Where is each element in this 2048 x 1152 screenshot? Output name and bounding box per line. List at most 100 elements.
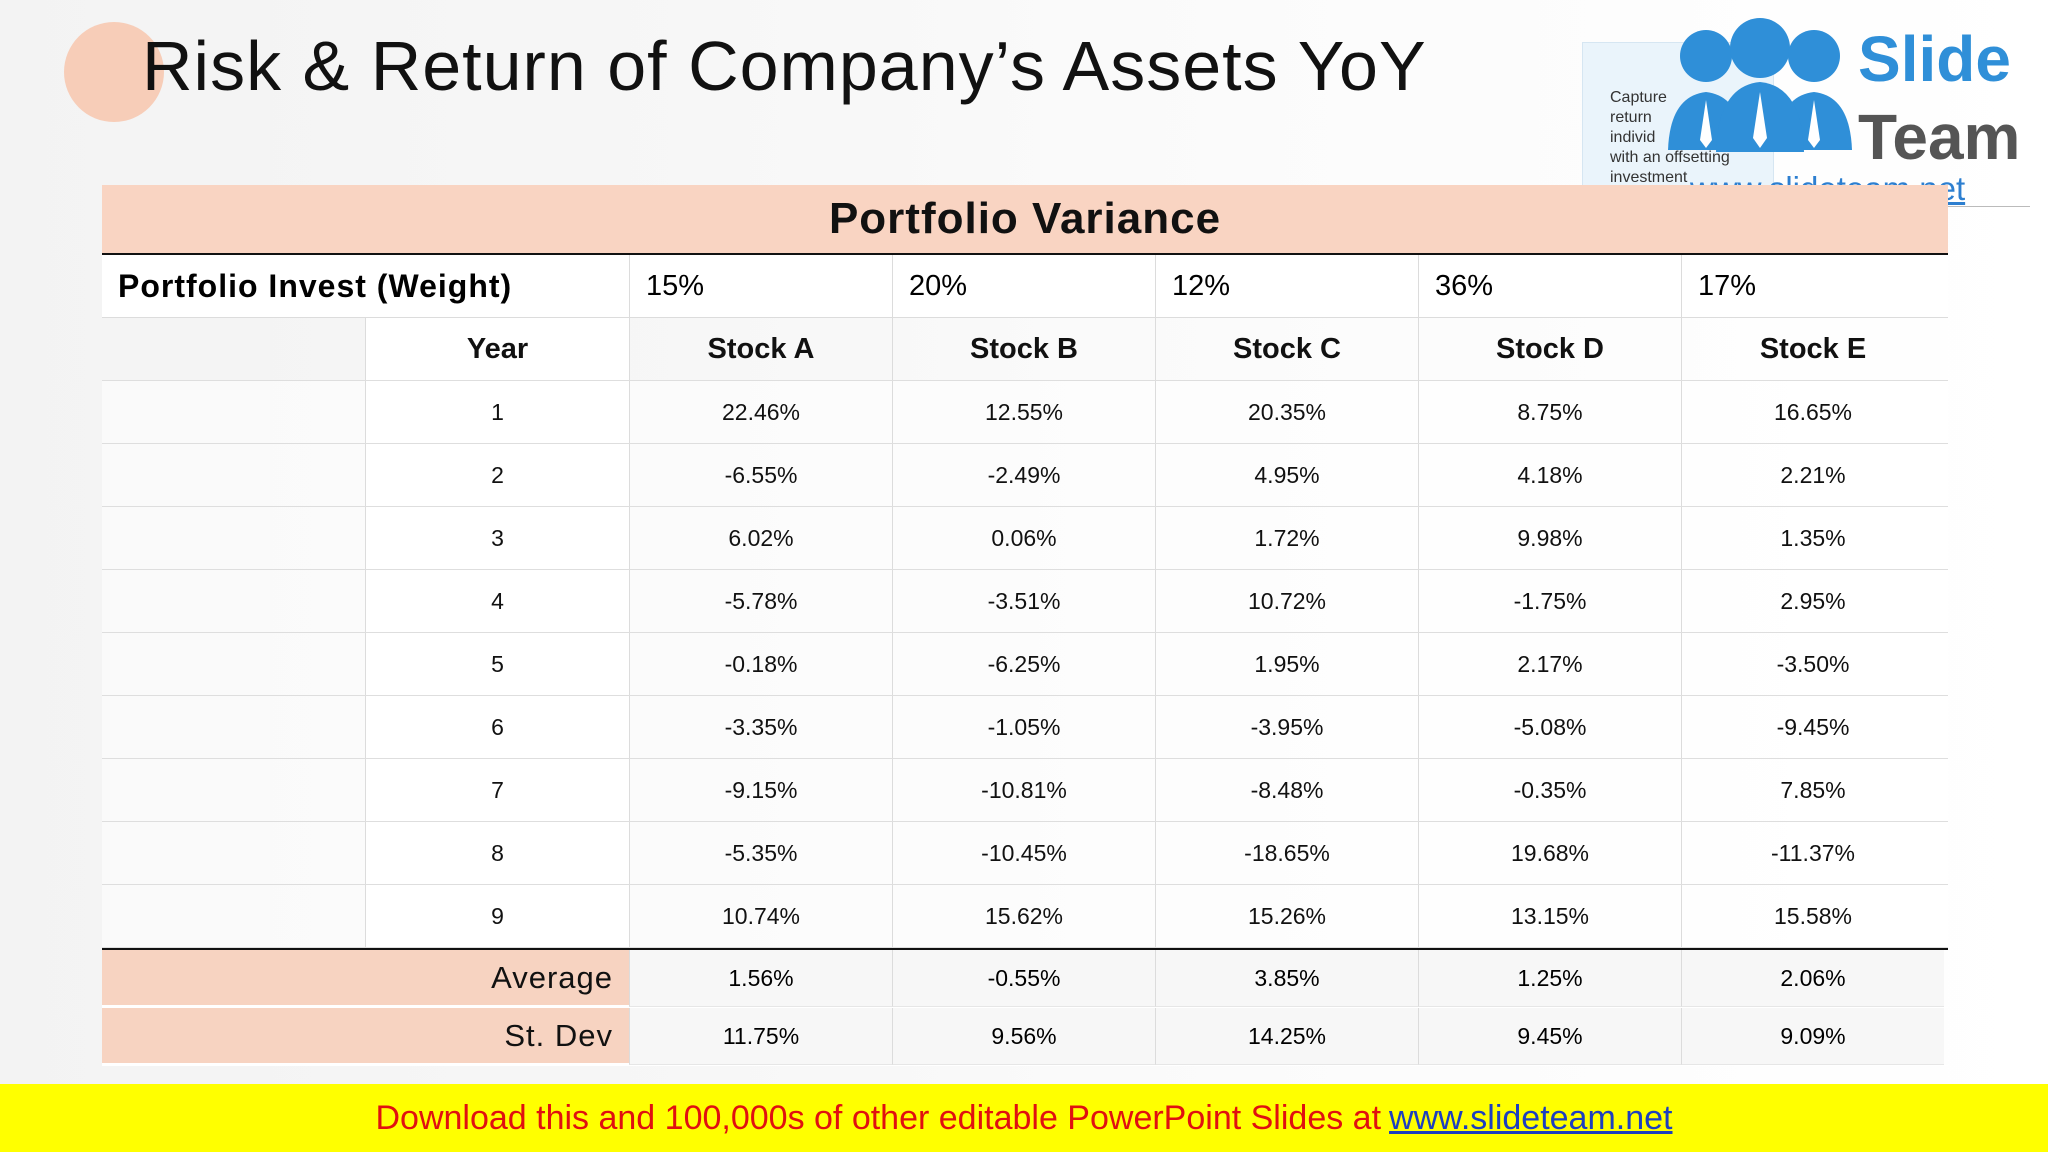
value-cell: 10.74% <box>629 885 892 947</box>
blank-cell <box>102 822 365 884</box>
summary-value: 2.06% <box>1681 950 1944 1007</box>
year-cell: 9 <box>365 885 629 947</box>
value-cell: 6.02% <box>629 507 892 569</box>
weight-cell: 36% <box>1418 255 1681 317</box>
column-header: Stock D <box>1418 318 1681 380</box>
value-cell: -9.45% <box>1681 696 1944 758</box>
year-cell: 2 <box>365 444 629 506</box>
year-cell: 5 <box>365 633 629 695</box>
note-line: individ <box>1610 129 1656 146</box>
value-cell: 10.72% <box>1155 570 1418 632</box>
summary-value: 1.25% <box>1418 950 1681 1007</box>
weight-cell: 17% <box>1681 255 1944 317</box>
summary-section: Average 1.56% -0.55% 3.85% 1.25% 2.06% St. Dev… <box>102 948 1948 1066</box>
summary-value: -0.55% <box>892 950 1155 1007</box>
blank-cell <box>102 444 365 506</box>
column-header: Stock E <box>1681 318 1944 380</box>
value-cell: -3.51% <box>892 570 1155 632</box>
value-cell: 20.35% <box>1155 381 1418 443</box>
people-logo-icon <box>1668 18 1852 152</box>
year-cell: 6 <box>365 696 629 758</box>
value-cell: 12.55% <box>892 381 1155 443</box>
summary-value: 1.56% <box>629 950 892 1007</box>
note-line: return <box>1610 109 1652 126</box>
value-cell: 15.58% <box>1681 885 1944 947</box>
value-cell: 7.85% <box>1681 759 1944 821</box>
note-text: Capture return individ with an offsettin… <box>1610 88 1760 188</box>
summary-value: 9.56% <box>892 1008 1155 1065</box>
table-body: 1 22.46% 12.55% 20.35% 8.75% 16.65% 2 -6.55% -2.… <box>102 381 1948 948</box>
value-cell: 15.62% <box>892 885 1155 947</box>
logo-word-team: Team <box>1858 101 2021 173</box>
value-cell: -8.48% <box>1155 759 1418 821</box>
value-cell: 2.21% <box>1681 444 1944 506</box>
value-cell: 0.06% <box>892 507 1155 569</box>
value-cell: 15.26% <box>1155 885 1418 947</box>
table-row: 5 -0.18% -6.25% 1.95% 2.17% -3.50% <box>102 633 1948 696</box>
value-cell: -5.08% <box>1418 696 1681 758</box>
value-cell: -6.25% <box>892 633 1155 695</box>
summary-value: 14.25% <box>1155 1008 1418 1065</box>
value-cell: -9.15% <box>629 759 892 821</box>
value-cell: -18.65% <box>1155 822 1418 884</box>
table-header: Portfolio Variance <box>102 185 1948 255</box>
value-cell: 2.17% <box>1418 633 1681 695</box>
table-row: 2 -6.55% -2.49% 4.95% 4.18% 2.21% <box>102 444 1948 507</box>
table-row: 9 10.74% 15.62% 15.26% 13.15% 15.58% <box>102 885 1948 948</box>
banner-text: Download this and 100,000s of other edit… <box>375 1098 1382 1137</box>
value-cell: -10.81% <box>892 759 1155 821</box>
value-cell: -5.35% <box>629 822 892 884</box>
value-cell: -1.05% <box>892 696 1155 758</box>
value-cell: -5.78% <box>629 570 892 632</box>
year-cell: 4 <box>365 570 629 632</box>
value-cell: -1.75% <box>1418 570 1681 632</box>
value-cell: -0.18% <box>629 633 892 695</box>
blank-cell <box>102 381 365 443</box>
logo-word-slide: Slide <box>1858 23 2011 95</box>
year-cell: 7 <box>365 759 629 821</box>
value-cell: 1.72% <box>1155 507 1418 569</box>
blank-cell <box>102 633 365 695</box>
value-cell: -10.45% <box>892 822 1155 884</box>
value-cell: 22.46% <box>629 381 892 443</box>
note-line: with an offsetting <box>1610 149 1730 166</box>
value-cell: 8.75% <box>1418 381 1681 443</box>
summary-label: Average <box>102 950 629 1007</box>
table-row: 1 22.46% 12.55% 20.35% 8.75% 16.65% <box>102 381 1948 444</box>
blank-cell <box>102 759 365 821</box>
summary-value: 9.45% <box>1418 1008 1681 1065</box>
summary-row: St. Dev 11.75% 9.56% 14.25% 9.45% 9.09% <box>102 1008 1948 1066</box>
note-line: investment <box>1610 169 1688 186</box>
blank-cell <box>102 507 365 569</box>
table-row: 8 -5.35% -10.45% -18.65% 19.68% -11.37% <box>102 822 1948 885</box>
value-cell: 2.95% <box>1681 570 1944 632</box>
value-cell: -0.35% <box>1418 759 1681 821</box>
blank-cell <box>102 885 365 947</box>
value-cell: -2.49% <box>892 444 1155 506</box>
value-cell: 13.15% <box>1418 885 1681 947</box>
title-accent-circle <box>64 22 164 122</box>
table-row: 4 -5.78% -3.51% 10.72% -1.75% 2.95% <box>102 570 1948 633</box>
value-cell: 4.18% <box>1418 444 1681 506</box>
summary-value: 11.75% <box>629 1008 892 1065</box>
summary-value: 3.85% <box>1155 950 1418 1007</box>
weight-row: Portfolio Invest (Weight) 15% 20% 12% 36… <box>102 255 1948 318</box>
column-header: Year <box>365 318 629 380</box>
table-row: 6 -3.35% -1.05% -3.95% -5.08% -9.45% <box>102 696 1948 759</box>
table-row: 7 -9.15% -10.81% -8.48% -0.35% 7.85% <box>102 759 1948 822</box>
blank-cell <box>102 696 365 758</box>
value-cell: 1.95% <box>1155 633 1418 695</box>
value-cell: -3.35% <box>629 696 892 758</box>
year-cell: 1 <box>365 381 629 443</box>
slide-title: Risk & Return of Company’s Assets YoY <box>142 27 1427 105</box>
blank-cell <box>102 318 365 380</box>
value-cell: -3.95% <box>1155 696 1418 758</box>
value-cell: 16.65% <box>1681 381 1944 443</box>
column-header: Stock A <box>629 318 892 380</box>
column-header-row: Year Stock A Stock B Stock C Stock D Sto… <box>102 318 1948 381</box>
blank-cell <box>102 570 365 632</box>
banner-link[interactable]: www.slideteam.net <box>1389 1098 1673 1137</box>
value-cell: -6.55% <box>629 444 892 506</box>
slideteam-logo: Slide Team www.slideteam.net <box>1660 10 2040 210</box>
weight-cell: 20% <box>892 255 1155 317</box>
